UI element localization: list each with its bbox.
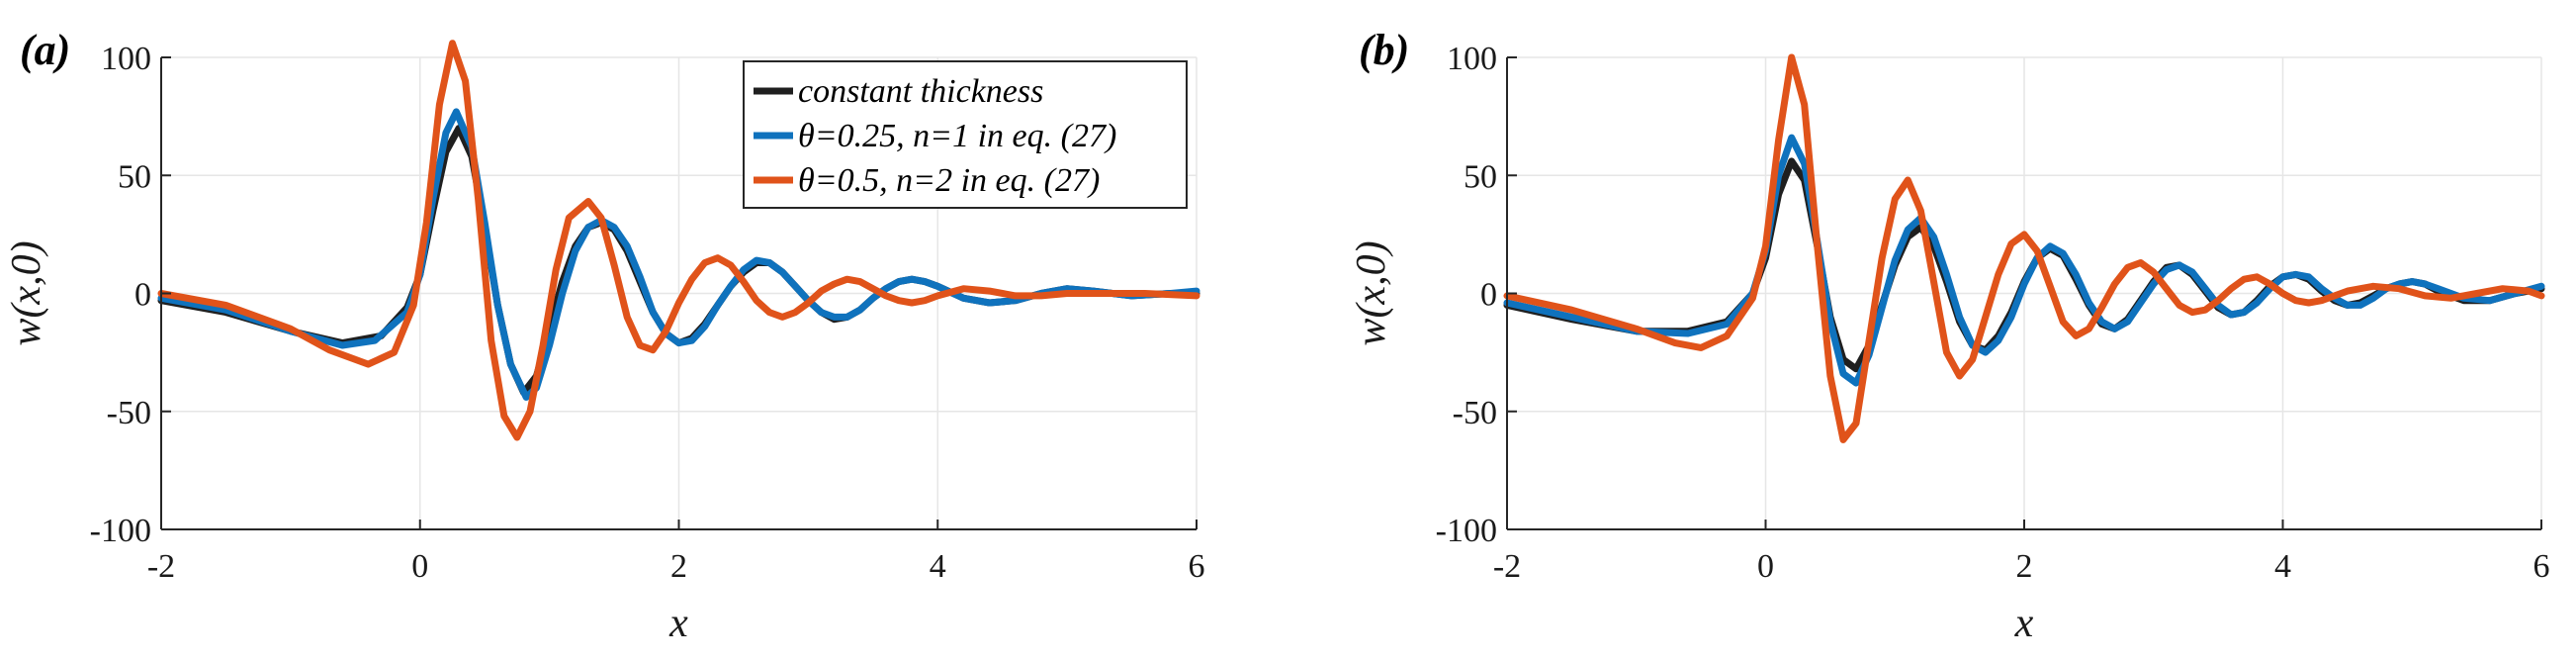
series-line-2 bbox=[157, 40, 1200, 441]
series-line-1 bbox=[157, 108, 1200, 401]
x-tick-label: 0 bbox=[411, 548, 428, 585]
x-tick-label: -2 bbox=[147, 548, 175, 585]
x-tick-label: 6 bbox=[2533, 548, 2550, 585]
y-tick-label: 50 bbox=[118, 158, 151, 195]
x-tick-label: 6 bbox=[1189, 548, 1205, 585]
panel-b: -2 0 2 4 6 100 50 0 -50 -100 x w(x,0) (b) bbox=[1349, 26, 2550, 646]
y-axis-label: w(x,0) bbox=[1349, 240, 1394, 345]
y-tick-label: -100 bbox=[90, 513, 151, 549]
legend: constant thickness θ=0.25, n=1 in eq. (27… bbox=[743, 60, 1188, 209]
legend-box bbox=[743, 60, 1188, 209]
x-tick-label: 2 bbox=[670, 548, 687, 585]
y-tick-label: -50 bbox=[107, 395, 151, 431]
y-tick-label: 100 bbox=[1447, 41, 1497, 77]
x-axis-label: x bbox=[668, 601, 688, 646]
y-axis-label: w(x,0) bbox=[4, 240, 49, 345]
y-tick-label: 0 bbox=[1480, 277, 1497, 314]
x-tick-label: 4 bbox=[930, 548, 946, 585]
x-tick-label: 0 bbox=[1757, 548, 1774, 585]
y-tick-label: -50 bbox=[1453, 395, 1497, 431]
x-tick-label: -2 bbox=[1493, 548, 1521, 585]
y-tick-label: 0 bbox=[134, 277, 151, 314]
legend-entry: θ=0.5, n=2 in eq. (27) bbox=[798, 162, 1100, 199]
y-tick-label: 100 bbox=[101, 41, 151, 77]
x-axis-label: x bbox=[2014, 601, 2034, 646]
x-tick-label: 4 bbox=[2274, 548, 2291, 585]
panel-label: (b) bbox=[1359, 26, 1409, 74]
legend-entry: θ=0.25, n=1 in eq. (27) bbox=[798, 118, 1116, 154]
y-tick-label: -100 bbox=[1436, 513, 1497, 549]
panel-label: (a) bbox=[20, 26, 70, 74]
series-line-2 bbox=[1503, 53, 2545, 443]
legend-entry: constant thickness bbox=[798, 73, 1043, 110]
y-tick-label: 50 bbox=[1464, 158, 1497, 195]
x-tick-label: 2 bbox=[2016, 548, 2033, 585]
panel-a: -2 0 2 4 6 100 50 0 -50 -100 x w(x,0) (a) bbox=[4, 26, 1205, 646]
